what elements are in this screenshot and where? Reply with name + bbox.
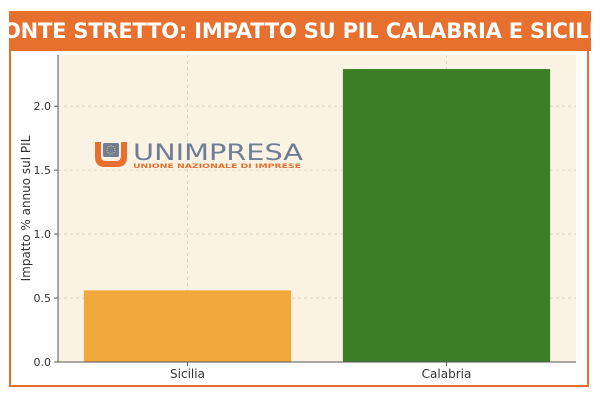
y-tick-label: 0.5 [34,292,52,305]
y-axis-label: Impatto % annuo sul PIL [19,135,33,281]
page-title: PONTE STRETTO: IMPATTO SU PIL CALABRIA E… [0,19,600,43]
y-tick-label: 0.0 [34,356,52,369]
title-banner: PONTE STRETTO: IMPATTO SU PIL CALABRIA E… [0,11,600,51]
bar-calabria [342,69,551,362]
logo-tagline: UNIONE NAZIONALE DI IMPRESE [133,163,301,170]
logo-wordmark: UNIMPRESA [133,141,303,166]
y-tick-label: 1.0 [34,228,52,241]
x-tick-label: Sicilia [170,367,205,381]
bar-sicilia [83,290,292,362]
unimpresa-logo: UNIMPRESA UNIONE NAZIONALE DI IMPRESE [95,141,303,170]
y-tick-label: 2.0 [34,100,52,113]
x-tick-label: Calabria [422,367,472,381]
bars [83,69,551,362]
y-tick-label: 1.5 [34,164,52,177]
logo-mark-icon [95,142,127,167]
axes: 0.0 0.5 1.0 1.5 2.0 Sicilia Calabria [34,55,576,381]
